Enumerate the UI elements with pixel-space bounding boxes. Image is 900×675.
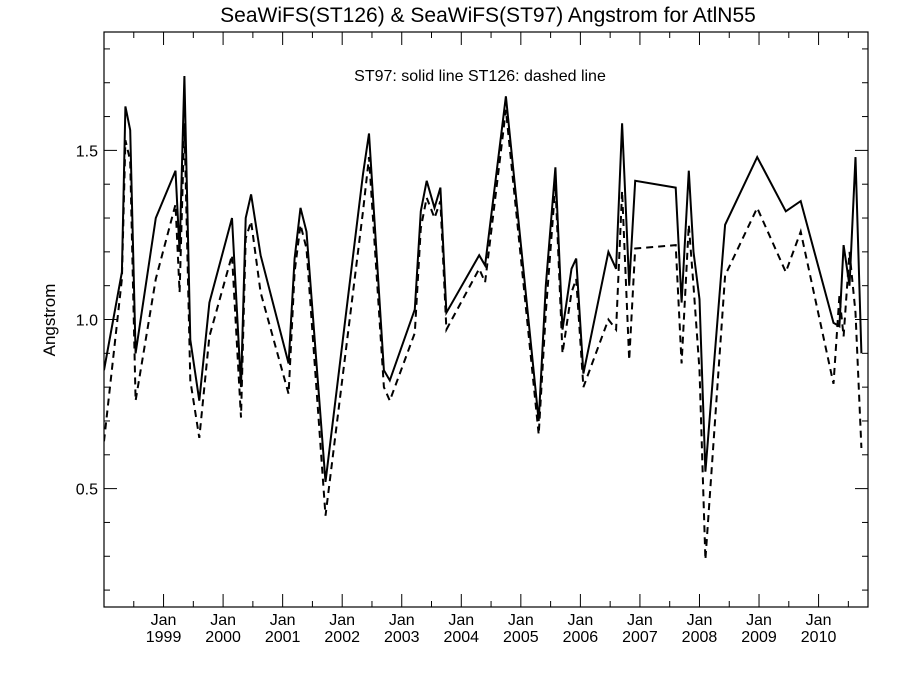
x-tick-label-year: 2007: [622, 629, 658, 646]
series-style-note: ST97: solid line ST126: dashed line: [354, 68, 606, 85]
x-tick-label-year: 2001: [265, 629, 301, 646]
plot-frame: [103, 31, 869, 608]
x-tick-label-year: 2002: [324, 629, 360, 646]
x-tick-label-month: Jan: [567, 612, 593, 629]
x-tick-label-month: Jan: [448, 612, 474, 629]
x-tick-label-month: Jan: [210, 612, 236, 629]
x-tick-label-year: 2009: [741, 629, 777, 646]
x-tick-label-year: 2004: [443, 629, 479, 646]
y-tick-label: 1.0: [76, 313, 98, 330]
series-line-st126: [104, 109, 863, 560]
series-line-st97: [104, 75, 863, 483]
x-tick-label-month: Jan: [687, 612, 713, 629]
x-tick-label-month: Jan: [270, 612, 296, 629]
y-tick-label: 0.5: [76, 482, 98, 499]
x-tick-label-year: 2006: [563, 629, 599, 646]
x-tick-label-month: Jan: [389, 612, 415, 629]
x-tick-label-year: 2008: [682, 629, 718, 646]
x-tick-label-month: Jan: [746, 612, 772, 629]
x-tick-label-month: Jan: [627, 612, 653, 629]
x-tick-label-year: 2010: [801, 629, 837, 646]
x-tick-label-month: Jan: [806, 612, 832, 629]
y-tick-label: 1.5: [76, 143, 98, 160]
y-axis-label: Angstrom: [40, 284, 59, 357]
chart-title: SeaWiFS(ST126) & SeaWiFS(ST97) Angstrom …: [220, 4, 756, 27]
x-tick-label-month: Jan: [508, 612, 534, 629]
x-tick-label-year: 2005: [503, 629, 539, 646]
plot-area: 0.51.01.5Jan1999Jan2000Jan2001Jan2002Jan…: [76, 31, 869, 646]
x-tick-label-year: 1999: [146, 629, 182, 646]
x-tick-label-month: Jan: [329, 612, 355, 629]
x-tick-label-month: Jan: [151, 612, 177, 629]
x-tick-label-year: 2003: [384, 629, 420, 646]
x-tick-label-year: 2000: [205, 629, 241, 646]
